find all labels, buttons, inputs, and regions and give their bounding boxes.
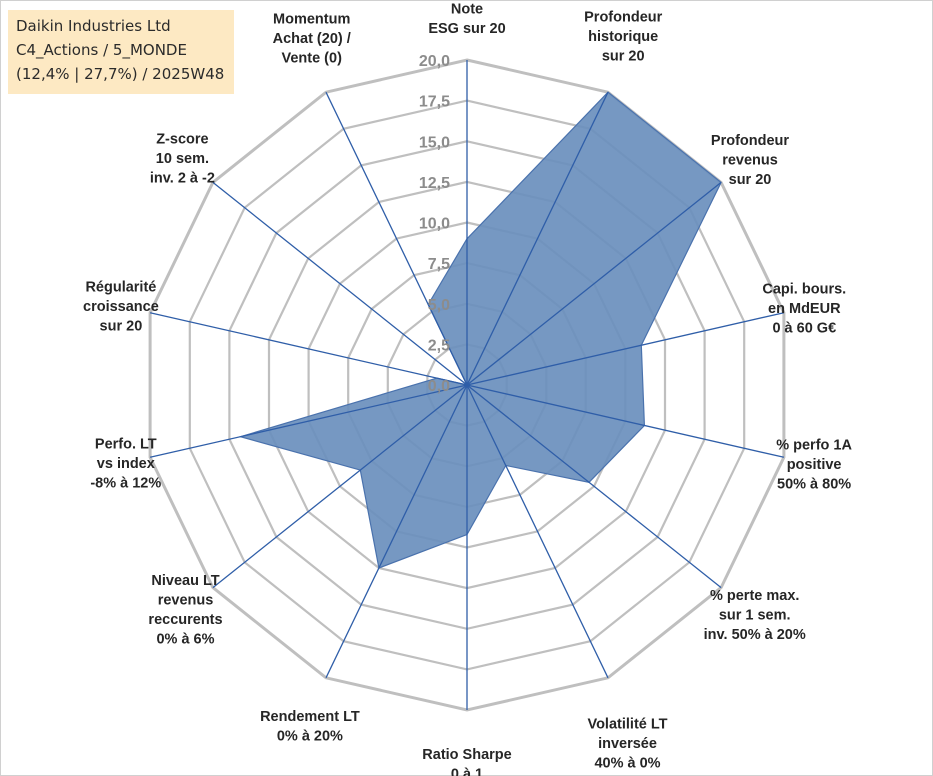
axis-label: Volatilité LT inversée 40% à 0%	[587, 716, 667, 771]
axis-label-line: 0% à 20%	[277, 729, 343, 745]
axis-label-line: Profondeur	[711, 133, 789, 149]
axis-label-line: Ratio Sharpe	[422, 747, 511, 763]
title-line-category: C4_Actions / 5_MONDE	[16, 41, 187, 59]
tick-label: 0,0	[428, 378, 450, 395]
radar-spokes	[149, 60, 785, 710]
axis-label: Niveau LT revenus reccurents 0% à 6%	[148, 573, 222, 648]
tick-label: 2,5	[428, 337, 450, 354]
axis-label: Perfo. LT vs index -8% à 12%	[90, 436, 161, 491]
axis-spoke	[466, 384, 785, 458]
series-area	[238, 91, 722, 569]
axis-label-line: ESG sur 20	[428, 21, 505, 37]
axis-label-line: Régularité	[85, 280, 156, 296]
axis-spoke	[325, 384, 468, 679]
axis-label-line: 40% à 0%	[594, 755, 660, 771]
axis-label: Note ESG sur 20	[428, 2, 505, 38]
axis-label-line: 0% à 6%	[156, 632, 214, 648]
axis-label-line: Niveau LT	[151, 573, 219, 589]
title-line-company: Daikin Industries Ltd	[16, 17, 171, 35]
axis-label-line: sur 20	[729, 172, 772, 188]
tick-label: 12,5	[419, 175, 450, 192]
tick-label: 15,0	[419, 134, 450, 151]
axis-label: Régularité croissance sur 20	[83, 280, 159, 335]
axis-spoke	[149, 312, 468, 386]
axis-label-line: -8% à 12%	[90, 475, 161, 491]
axis-label-line: sur 1 sem.	[719, 607, 791, 623]
tick-label: 10,0	[419, 216, 450, 233]
axis-label-line: 0 à 1	[451, 767, 483, 776]
tick-label: 7,5	[428, 256, 450, 273]
axis-label-line: % perfo 1A	[776, 438, 852, 454]
axis-label-line: positive	[787, 457, 842, 473]
axis-label-line: inv. 50% à 20%	[704, 627, 806, 643]
chart-title-box: Daikin Industries Ltd C4_Actions / 5_MON…	[8, 10, 234, 94]
axis-label-line: Note	[451, 2, 483, 18]
axis-label-line: inv. 2 à -2	[150, 171, 215, 187]
axis-label-line: vs index	[97, 456, 155, 472]
axis-label-line: Profondeur	[584, 10, 662, 26]
tick-label: 17,5	[419, 94, 450, 111]
axis-spoke	[466, 384, 722, 589]
axis-label-line: inversée	[598, 736, 657, 752]
axis-label-line: Achat (20) /	[273, 31, 351, 47]
axis-label-line: 0 à 60 G€	[772, 321, 836, 337]
axis-label-line: croissance	[83, 299, 159, 315]
axis-label: Momentum Achat (20) / Vente (0)	[273, 12, 351, 67]
axis-spoke	[325, 91, 468, 386]
axis-label-line: Capi. bours.	[762, 282, 846, 298]
axis-label: Z-score 10 sem. inv. 2 à -2	[150, 132, 215, 187]
tick-label: 20,0	[419, 53, 450, 70]
axis-label-line: revenus	[722, 152, 778, 168]
axis-label-line: % perte max.	[710, 588, 799, 604]
axis-label-line: Rendement LT	[260, 709, 360, 725]
axis-label-line: sur 20	[602, 49, 645, 65]
axis-label-line: Perfo. LT	[95, 436, 157, 452]
axis-label-line: Z-score	[156, 132, 208, 148]
axis-label-line: 50% à 80%	[777, 477, 851, 493]
axis-spoke	[466, 181, 722, 386]
axis-label-line: historique	[588, 29, 658, 45]
axis-spoke	[149, 384, 468, 458]
title-line-stats: (12,4% | 27,7%) / 2025W48	[16, 65, 225, 83]
axis-label: Ratio Sharpe 0 à 1	[422, 747, 511, 776]
axis-label-line: en MdEUR	[768, 301, 841, 317]
axis-label-line: revenus	[158, 593, 214, 609]
axis-label-line: Volatilité LT	[587, 716, 667, 732]
axis-spoke	[212, 181, 468, 386]
axis-label-line: reccurents	[148, 612, 222, 628]
axis-label: % perfo 1A positive 50% à 80%	[776, 438, 852, 493]
axis-label: Profondeur revenus sur 20	[711, 133, 789, 188]
axis-spoke	[466, 384, 609, 679]
axis-label-line: Vente (0)	[281, 51, 342, 67]
tick-label: 5,0	[428, 297, 450, 314]
axis-label: Capi. bours. en MdEUR 0 à 60 G€	[762, 282, 846, 337]
axis-spoke	[466, 312, 785, 386]
axis-label: % perte max. sur 1 sem. inv. 50% à 20%	[704, 588, 806, 643]
axis-spoke	[212, 384, 468, 589]
axis-label-line: sur 20	[100, 319, 143, 335]
axis-label: Profondeur historique sur 20	[584, 10, 662, 65]
axis-label-line: 10 sem.	[156, 151, 209, 167]
radar-axis-labels: Note ESG sur 20 Profondeur historique sur 20…	[83, 2, 852, 776]
radar-series-area	[238, 91, 722, 569]
axis-spoke	[466, 91, 609, 386]
axis-label-line: Momentum	[273, 12, 350, 28]
radar-tick-labels: 0,0 2,5 5,0 7,5 10,0 12,5 15,0 17,5 20,0	[419, 53, 450, 395]
axis-label: Rendement LT 0% à 20%	[260, 709, 360, 745]
